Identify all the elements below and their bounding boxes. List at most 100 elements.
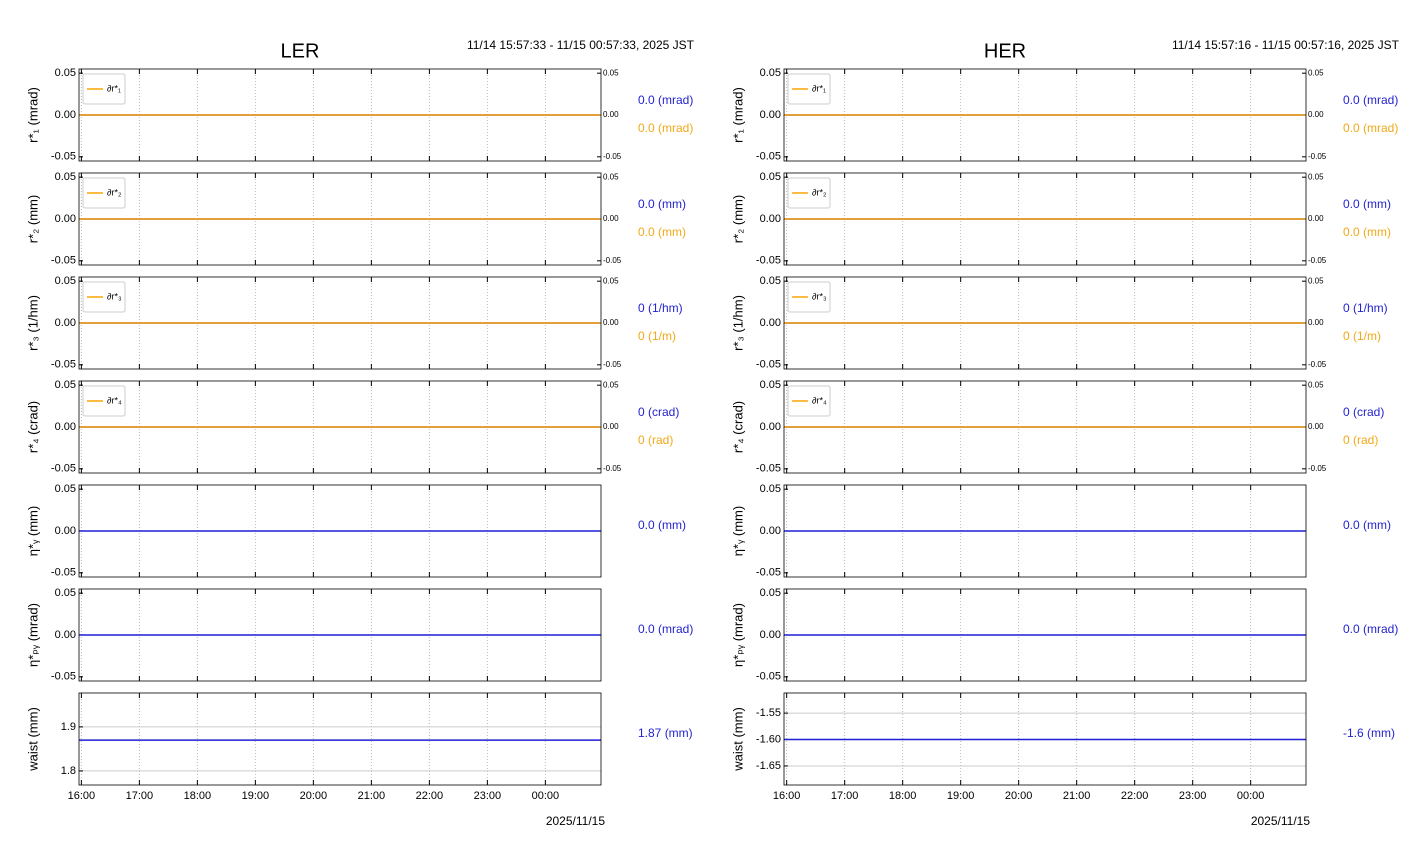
y-axis-label: r*₄ (crad) — [25, 401, 40, 453]
y-tick-label: 0.00 — [55, 109, 76, 121]
x-tick-label: 18:00 — [184, 790, 212, 802]
y2-tick-label: 0.00 — [603, 110, 619, 119]
y-tick-label: -1.55 — [756, 707, 781, 719]
readout: 0.0 (mm) — [1343, 225, 1391, 239]
legend-label: ∂r*₄ — [107, 395, 122, 405]
x-axis-label: 2025/11/15 — [546, 814, 605, 828]
y-tick-label: 1.9 — [61, 721, 76, 733]
y-axis-label: r*₄ (crad) — [730, 401, 745, 453]
legend-box — [82, 281, 126, 313]
readout: 0 (1/hm) — [638, 301, 683, 315]
y2-tick-label: 0.05 — [1308, 380, 1324, 389]
legend-box — [82, 177, 126, 209]
y-axis-label: r*₃ (1/hm) — [730, 295, 745, 351]
readout: 0.0 (mm) — [638, 518, 686, 532]
y-tick-label: 0.05 — [760, 587, 781, 599]
chart-subtitle: 11/14 15:57:33 - 11/15 00:57:33, 2025 JS… — [467, 38, 695, 52]
y-tick-label: -0.05 — [51, 359, 76, 371]
y-axis-label: η*ᵧ (mm) — [25, 506, 40, 556]
y-tick-label: 0.00 — [55, 213, 76, 225]
y2-tick-label: 0.00 — [1308, 318, 1324, 327]
legend-label: ∂r*₃ — [812, 291, 827, 301]
x-tick-label: 00:00 — [532, 790, 560, 802]
legend-label: ∂r*₁ — [107, 83, 121, 93]
legend-label: ∂r*₂ — [812, 187, 827, 197]
y-tick-label: -0.05 — [756, 463, 781, 475]
y-tick-label: -0.05 — [51, 671, 76, 683]
x-tick-label: 19:00 — [947, 790, 975, 802]
y-tick-label: 0.05 — [55, 67, 76, 79]
legend-box — [787, 73, 831, 105]
y2-tick-label: 0.05 — [603, 276, 619, 285]
y-tick-label: 0.00 — [760, 317, 781, 329]
y2-tick-label: -0.05 — [1308, 360, 1327, 369]
readout: 0.0 (mrad) — [638, 121, 693, 135]
y-axis-label: r*₁ (mrad) — [25, 87, 40, 143]
y2-tick-label: -0.05 — [603, 152, 622, 161]
y2-tick-label: -0.05 — [1308, 152, 1327, 161]
y-tick-label: 0.00 — [760, 525, 781, 537]
y2-tick-label: 0.05 — [603, 172, 619, 181]
readout: 0.0 (mrad) — [1343, 121, 1398, 135]
y2-tick-label: 0.05 — [603, 68, 619, 77]
x-tick-label: 17:00 — [831, 790, 859, 802]
y-tick-label: 0.05 — [55, 171, 76, 183]
readout: 0.0 (mm) — [638, 225, 686, 239]
y-tick-label: -0.05 — [756, 567, 781, 579]
y-tick-label: -0.05 — [51, 463, 76, 475]
y-axis-label: η*ₚᵧ (mrad) — [730, 603, 745, 667]
legend-label: ∂r*₂ — [107, 187, 122, 197]
plot-frame — [78, 68, 602, 162]
x-tick-label: 20:00 — [300, 790, 328, 802]
legend-box — [82, 73, 126, 105]
y-tick-label: -0.05 — [756, 255, 781, 267]
x-tick-label: 19:00 — [242, 790, 270, 802]
y-tick-label: -0.05 — [756, 151, 781, 163]
y2-tick-label: 0.00 — [1308, 110, 1324, 119]
y2-tick-label: 0.00 — [603, 422, 619, 431]
y-axis-label: r*₂ (mm) — [25, 195, 40, 243]
readout: 0.0 (mrad) — [1343, 622, 1398, 636]
readout: 0 (crad) — [1343, 405, 1384, 419]
y-tick-label: -0.05 — [756, 671, 781, 683]
plot-frame — [78, 380, 602, 474]
y-tick-label: 0.05 — [760, 483, 781, 495]
readout: 0 (1/m) — [1343, 329, 1381, 343]
y-tick-label: 0.00 — [55, 317, 76, 329]
y-axis-label: η*ₚᵧ (mrad) — [25, 603, 40, 667]
legend-box — [787, 385, 831, 417]
y2-tick-label: 0.00 — [603, 318, 619, 327]
legend-label: ∂r*₄ — [812, 395, 827, 405]
y2-tick-label: 0.00 — [1308, 214, 1324, 223]
y-tick-label: -0.05 — [51, 567, 76, 579]
y-tick-label: 0.05 — [55, 379, 76, 391]
y-tick-label: 0.05 — [760, 171, 781, 183]
y-axis-label: r*₂ (mm) — [730, 195, 745, 243]
x-tick-label: 21:00 — [358, 790, 386, 802]
x-tick-label: 22:00 — [416, 790, 444, 802]
y-axis-label: waist (mm) — [730, 707, 745, 772]
x-tick-label: 00:00 — [1237, 790, 1265, 802]
y-tick-label: 0.00 — [760, 213, 781, 225]
x-tick-label: 20:00 — [1005, 790, 1033, 802]
y-tick-label: 0.00 — [55, 525, 76, 537]
readout: 0 (1/m) — [638, 329, 676, 343]
y-axis-label: waist (mm) — [25, 707, 40, 772]
x-tick-label: 16:00 — [773, 790, 801, 802]
readout: 0 (1/hm) — [1343, 301, 1388, 315]
y2-tick-label: 0.05 — [1308, 172, 1324, 181]
plot-frame — [78, 172, 602, 266]
readout: 0 (rad) — [638, 433, 673, 447]
y2-tick-label: -0.05 — [603, 256, 622, 265]
y-tick-label: 0.00 — [760, 109, 781, 121]
chart-title: LER — [281, 40, 320, 62]
plot-frame — [78, 484, 602, 578]
readout: 0 (rad) — [1343, 433, 1378, 447]
y-tick-label: 0.05 — [55, 275, 76, 287]
plot-frame — [783, 276, 1307, 370]
y-tick-label: 0.00 — [760, 629, 781, 641]
legend-box — [82, 385, 126, 417]
readout: 0.0 (mm) — [638, 197, 686, 211]
